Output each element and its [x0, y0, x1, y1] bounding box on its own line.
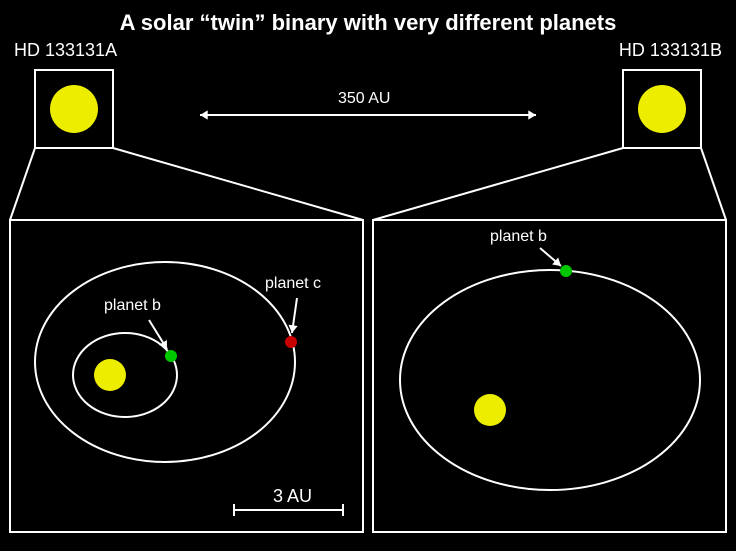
diagram-svg — [0, 0, 736, 551]
diagram-canvas: A solar “twin” binary with very differen… — [0, 0, 736, 551]
